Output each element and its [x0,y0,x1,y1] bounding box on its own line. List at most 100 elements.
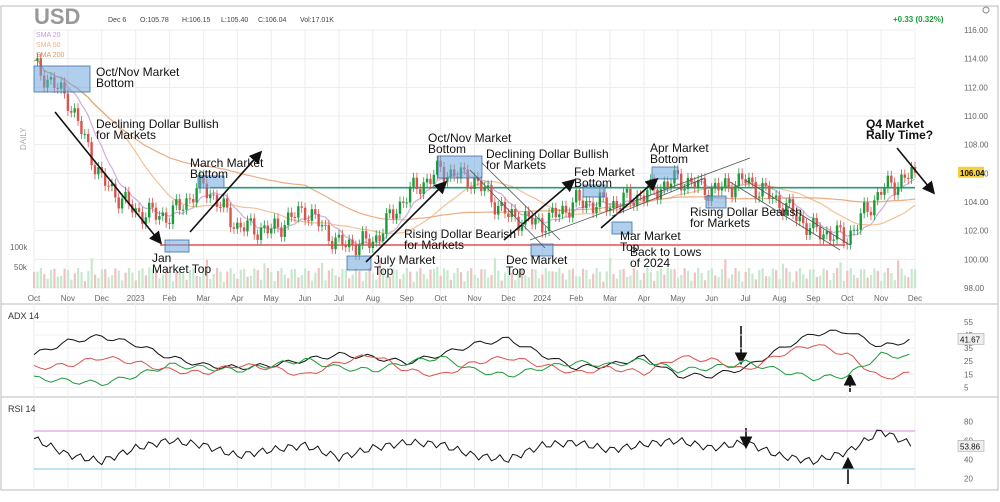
candle-body [507,213,510,218]
volume-bar [886,268,890,288]
candle-body [740,173,744,180]
candle-body [568,212,571,218]
volume-bar [256,270,259,288]
x-tick-label: Apr [638,294,651,303]
candle-body [117,197,120,209]
y-tick-label: 110.00 [964,112,988,121]
candle-body [774,195,778,198]
rsi-title: RSI 14 [8,404,36,414]
candle-body [547,212,551,232]
candle-body [747,177,751,184]
volume-bar [561,273,564,288]
volume-bar [768,276,771,288]
settings-icon[interactable] [982,6,990,14]
volume-bar [564,279,568,288]
candle-body [354,245,358,256]
candle-body [144,217,148,224]
volume-bar [324,280,327,288]
candle-body [358,244,361,256]
candle-body [236,222,239,229]
candle-body [713,182,717,189]
candle-body [832,239,835,241]
candle-body [388,209,391,214]
candle-body [341,234,344,246]
adx-title: ADX 14 [8,311,39,321]
volume-bar [97,278,100,288]
candle-body [80,120,83,135]
candle-body [903,174,907,178]
volume-bar [622,268,625,288]
candle-body [571,202,574,218]
volume-bar [836,268,839,288]
candle-body [500,201,503,206]
candle-body [124,191,127,199]
volume-bar [629,275,632,288]
volume-bar [697,268,700,288]
volume-bar [690,280,693,288]
volume-bar [714,275,717,288]
annotation-label: Q4 Market Rally Time? [866,117,933,142]
volume-bar [93,274,97,288]
legend-sma20: SMA 20 [36,32,61,39]
volume-bar [134,280,137,288]
candle-body [822,234,825,240]
volume-bar [141,268,144,288]
candle-body [598,192,602,207]
candle-body [134,208,137,213]
candle-body [246,220,249,232]
volume-bar [212,273,215,288]
candle-body [195,188,198,203]
candle-body [432,174,436,185]
volume-bar [531,268,534,288]
candle-body [232,227,236,229]
candle-body [612,201,615,209]
volume-bar [375,279,378,288]
volume-bar [395,269,398,288]
candle-body [219,206,222,208]
highlight-box [651,166,679,180]
volume-bar [812,268,815,288]
candle-body [839,225,842,228]
candle-body [585,201,588,209]
volume-bar [276,270,280,288]
annotation-line: Mar Market [620,229,681,243]
volume-bar [73,273,76,288]
highlight-box [346,255,372,271]
volume-bar [636,270,639,288]
volume-bar [846,270,849,288]
volume-bar [385,276,388,288]
candle-body [415,177,419,190]
rsi-panel: 2040608053.86 [33,418,985,484]
legend-sma50: SMA 50 [36,42,61,49]
candle-body [263,225,266,228]
adx-tick-label: 25 [964,357,973,366]
candle-body [314,209,317,214]
x-tick-label: Jul [334,294,344,303]
volume-bar [890,272,893,288]
candle-body [856,229,859,231]
adx-tick-label: 5 [964,383,969,392]
x-tick-label: Sep [400,294,415,303]
volume-bar [490,275,493,288]
highlight-boxes [33,65,727,271]
volume-bar [114,268,117,288]
volume-bar [39,268,42,288]
volume-bar [825,270,829,288]
x-tick-label: Mar [197,294,211,303]
volume-bar [419,268,422,288]
volume-bar [154,269,158,288]
volume-bar [829,279,832,288]
volume-bar [178,268,181,288]
x-tick-label: Aug [366,294,380,303]
adx-series-line [33,329,910,379]
channel-line [529,157,751,241]
header-low: L:105.40 [221,17,248,24]
candle-body [591,202,595,213]
volume-bar [87,271,90,288]
volume-bar [781,263,785,288]
candle-body [222,198,225,208]
y-tick-label: 112.00 [964,83,988,92]
candle-body [666,181,669,188]
candle-body [181,209,185,211]
